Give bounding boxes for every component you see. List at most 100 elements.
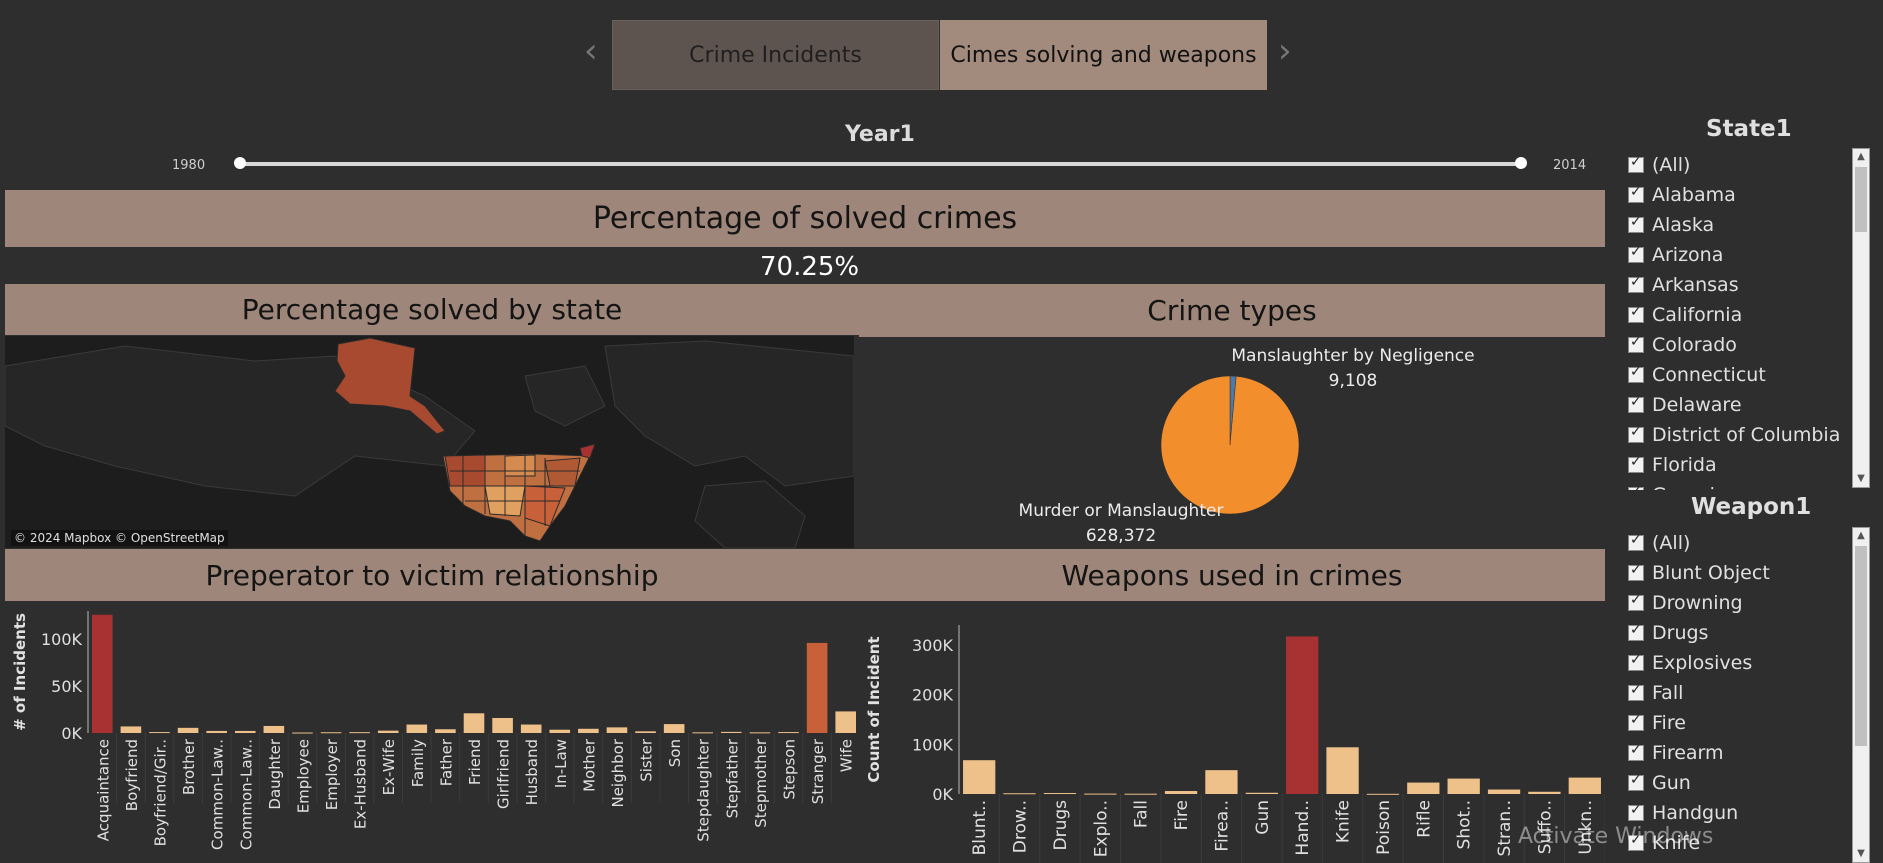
scroll-up-icon[interactable]: ▲ [1857,151,1865,162]
y-tick-label: 50K [51,677,82,696]
crime-types-pie-chart[interactable]: Manslaughter by Negligence 9,108 Murder or… [859,338,1605,548]
checkbox-checked-icon[interactable] [1628,622,1644,641]
pie-value: 628,372 [1086,526,1156,546]
checkbox-checked-icon[interactable] [1628,484,1644,490]
tab-crime-incidents[interactable]: Crime Incidents [612,20,939,90]
weapon-filter-item[interactable]: Fall [1628,678,1850,708]
state-filter-item[interactable]: Alabama [1628,180,1850,210]
x-tick-label: Stepson [781,739,799,800]
year-slider-end-handle[interactable] [1515,157,1527,169]
x-tick-label: Common-Law.. [209,739,227,850]
state-filter-item[interactable]: District of Columbia [1628,420,1850,450]
x-tick-label: Drugs [1051,800,1071,851]
weapons-chart-title: Weapons used in crimes [859,549,1605,601]
state-filter-item-label: Alaska [1652,214,1715,236]
weapon-filter-item[interactable]: Drowning [1628,588,1850,618]
checkbox-checked-icon[interactable] [1628,652,1644,671]
x-tick-label: Boyfriend/Gir.. [151,739,169,846]
checkbox-checked-icon[interactable] [1628,274,1644,293]
state-filter-item[interactable]: Colorado [1628,330,1850,360]
state-filter-item[interactable]: Arizona [1628,240,1850,270]
weapons-bar-chart[interactable]: Count of Incident 0K 100K 200K 300K Blunt.. Dr… [859,601,1605,863]
relationship-bar-chart[interactable]: # of Incidents 0K 50K 100K Acquaintance Boyfr… [5,601,859,863]
weapon-filter-item[interactable]: Gun [1628,768,1850,798]
state-filter-item[interactable]: Connecticut [1628,360,1850,390]
checkbox-checked-icon[interactable] [1628,184,1644,203]
bar [234,730,256,733]
checkbox-checked-icon[interactable] [1628,364,1644,383]
state-filter-item[interactable]: Alaska [1628,210,1850,240]
scroll-up-icon[interactable]: ▲ [1857,530,1865,541]
checkbox-checked-icon[interactable] [1628,742,1644,761]
x-tick-label: Unkn.. [1576,800,1596,855]
tab-crimes-solving-weapons[interactable]: Cimes solving and weapons [940,20,1267,90]
weapon-filter-scrollbar[interactable]: ▲ ▼ [1852,527,1870,863]
checkbox-checked-icon[interactable] [1628,244,1644,263]
scroll-down-icon[interactable]: ▼ [1857,848,1865,859]
bar [120,726,142,733]
pie-title: Crime types [859,284,1605,337]
state-map[interactable]: © 2024 Mapbox © OpenStreetMap [5,336,854,548]
state-filter-item[interactable]: Arkansas [1628,270,1850,300]
checkbox-checked-icon[interactable] [1628,562,1644,581]
state-filter-item-label: Florida [1652,454,1717,476]
checkbox-checked-icon[interactable] [1628,832,1644,851]
state-filter-item[interactable]: California [1628,300,1850,330]
year-slider-track[interactable] [238,162,1522,166]
state-filter-item[interactable]: Delaware [1628,390,1850,420]
activate-windows-watermark: Activate Windows [1518,824,1714,849]
checkbox-checked-icon[interactable] [1628,334,1644,353]
prev-tab-arrow-icon[interactable]: ‹ [584,31,598,71]
state-filter-item[interactable]: Georgia [1628,480,1850,490]
state-filter-item-label: (All) [1652,154,1691,176]
checkbox-checked-icon[interactable] [1628,802,1644,821]
checkbox-checked-icon[interactable] [1628,592,1644,611]
state-filter-scrollbar[interactable]: ▲ ▼ [1852,148,1870,488]
x-tick-label: Gun [1253,800,1273,835]
weapon-filter-item[interactable]: Drugs [1628,618,1850,648]
bar [520,724,542,733]
x-tick-label: Mother [580,738,598,792]
bar [749,732,771,734]
x-tick-label: Shot.. [1455,800,1475,849]
next-tab-arrow-icon[interactable]: › [1278,31,1292,71]
bar [1326,747,1359,794]
scroll-down-icon[interactable]: ▼ [1857,473,1865,484]
weapon-filter-item[interactable]: Fire [1628,708,1850,738]
x-tick-label: Wife [838,739,856,772]
checkbox-checked-icon[interactable] [1628,532,1644,551]
weapon-filter-item[interactable]: Knife [1628,828,1850,858]
state-filter-item-label: Colorado [1652,334,1737,356]
weapon-filter-item[interactable]: Handgun [1628,798,1850,828]
checkbox-checked-icon[interactable] [1628,394,1644,413]
x-tick-label: Sister [638,738,656,782]
checkbox-checked-icon[interactable] [1628,712,1644,731]
weapon-filter-item[interactable]: (All) [1628,528,1850,558]
state-filter-item-label: Arkansas [1652,274,1739,296]
state-scroll-thumb[interactable] [1855,167,1867,232]
state-filter-item[interactable]: (All) [1628,150,1850,180]
bar [263,725,285,733]
checkbox-checked-icon[interactable] [1628,154,1644,173]
x-tick-label: Ex-Wife [380,739,398,795]
alaska-shape [334,337,446,435]
weapon-filter-item[interactable]: Blunt Object [1628,558,1850,588]
x-tick-label: Father [437,738,455,786]
checkbox-checked-icon[interactable] [1628,682,1644,701]
year-slider-start-handle[interactable] [234,157,246,169]
x-tick-label: Son [666,739,684,767]
weapon-filter-item[interactable]: Explosives [1628,648,1850,678]
bar [1124,793,1157,795]
checkbox-checked-icon[interactable] [1628,454,1644,473]
weapon-scroll-thumb[interactable] [1855,546,1867,746]
x-tick-label: Acquaintance [94,739,112,841]
state-filter-item[interactable]: Florida [1628,450,1850,480]
checkbox-checked-icon[interactable] [1628,772,1644,791]
checkbox-checked-icon[interactable] [1628,424,1644,443]
weapon-filter-item-label: Fall [1652,682,1684,704]
weapon-filter-item[interactable]: Firearm [1628,738,1850,768]
checkbox-checked-icon[interactable] [1628,304,1644,323]
world-map-graphic [5,337,854,548]
state-filter-title: State1 [1706,116,1792,142]
checkbox-checked-icon[interactable] [1628,214,1644,233]
